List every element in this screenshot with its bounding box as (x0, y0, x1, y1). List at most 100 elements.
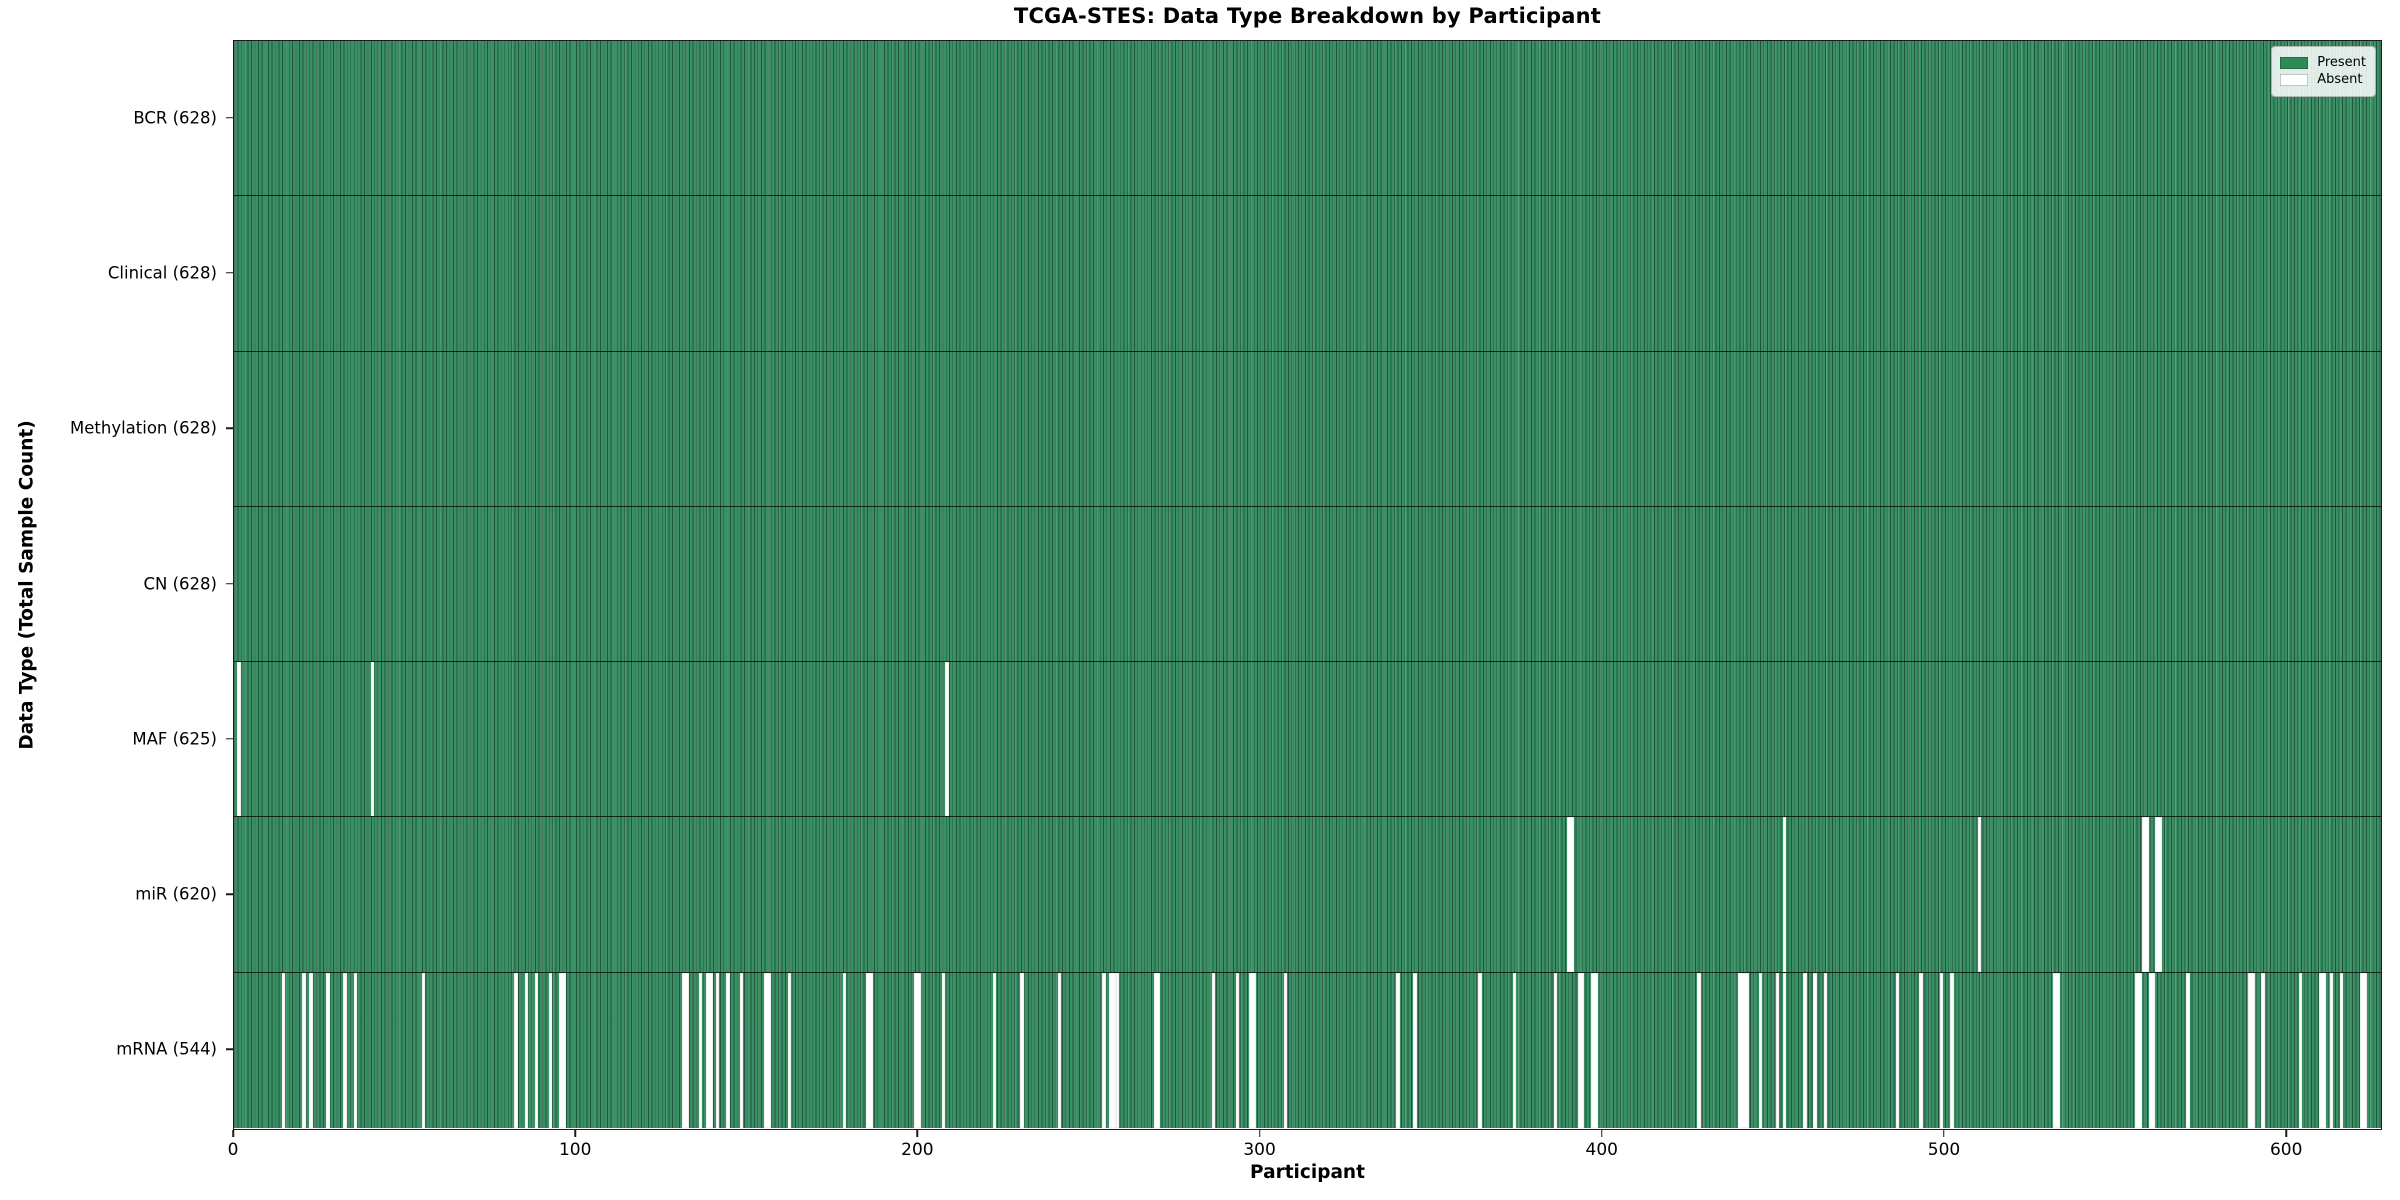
x-tick-mark (232, 1130, 234, 1137)
x-tick-label-400: 400 (1585, 1140, 1619, 1160)
y-tick-label-Clinical: Clinical (628) (107, 263, 217, 283)
x-tick-label-0: 0 (227, 1140, 239, 1160)
absent-gap (698, 972, 703, 1128)
legend-label: Present (2317, 55, 2366, 70)
y-tick-mark (226, 427, 233, 429)
absent-gap (2141, 817, 2149, 972)
y-tick-mark (226, 1048, 233, 1051)
x-tick-mark (1943, 1130, 1945, 1137)
absent-gap (309, 972, 313, 1128)
absent-gap (281, 972, 286, 1128)
y-tick-label-MAF: MAF (625) (132, 729, 217, 749)
absent-gap (787, 972, 792, 1128)
y-tick-label-mRNA: mRNA (544) (116, 1039, 217, 1059)
heatmap-row-MAF (234, 662, 2381, 818)
legend-item-present: Present (2280, 56, 2366, 70)
x-axis-label: Participant (1250, 1162, 1365, 1183)
absent-gap (1919, 972, 1923, 1128)
y-axis: BCR (628) Clinical (628) Methylation (628)… (0, 40, 233, 1130)
x-tick-mark (1601, 1130, 1603, 1137)
x-tick-mark (574, 1130, 576, 1137)
absent-gap (2186, 972, 2190, 1128)
absent-gap (2134, 972, 2142, 1128)
absent-gap (705, 972, 713, 1128)
absent-gap (681, 972, 689, 1128)
absent-gap (1116, 972, 1120, 1128)
absent-gap (2155, 817, 2163, 972)
chart-title: TCGA-STES: Data Type Breakdown by Partic… (1013, 4, 1602, 28)
absent-gap (1153, 972, 1161, 1128)
y-tick-label-miR: miR (620) (135, 884, 217, 904)
absent-gap (534, 972, 539, 1128)
absent-gap (1591, 972, 1599, 1128)
y-tick-mark (226, 272, 233, 274)
absent-gap (548, 972, 552, 1128)
absent-gap (2298, 972, 2303, 1128)
absent-gap (1512, 972, 1517, 1128)
absent-gap (1738, 972, 1749, 1128)
legend-item-absent: Absent (2280, 73, 2366, 87)
x-tick-label-600: 600 (2269, 1140, 2303, 1160)
absent-gap (1977, 817, 1981, 972)
absent-gap (1758, 972, 1763, 1128)
absent-gap (739, 972, 744, 1128)
absent-gap (1939, 972, 1944, 1128)
absent-gap (992, 972, 997, 1128)
absent-gap (1577, 972, 1585, 1128)
absent-gap (1478, 972, 1482, 1128)
absent-gap (914, 972, 922, 1128)
absent-gap (1950, 972, 1954, 1128)
y-tick-mark (226, 582, 233, 585)
heatmap-row-CN (234, 506, 2381, 663)
y-tick-mark (226, 738, 233, 740)
absent-gap (353, 972, 358, 1128)
y-tick-label-CN: CN (628) (143, 574, 217, 593)
legend-swatch-absent (2280, 74, 2309, 86)
heatmap-row-mRNA (234, 972, 2381, 1128)
absent-gap (1782, 817, 1787, 972)
absent-gap (2339, 972, 2344, 1128)
absent-gap (2319, 972, 2327, 1128)
absent-gap (1102, 972, 1106, 1128)
absent-gap (1567, 817, 1575, 972)
x-tick-label-200: 200 (901, 1140, 934, 1160)
y-tick-mark (226, 893, 233, 895)
absent-gap (2360, 972, 2368, 1128)
x-tick-mark (2285, 1130, 2287, 1137)
absent-gap (1697, 972, 1701, 1128)
absent-gap (866, 972, 874, 1128)
absent-gap (1782, 972, 1787, 1128)
absent-gap (1249, 972, 1257, 1128)
absent-gap (1413, 972, 1417, 1128)
absent-gap (514, 972, 518, 1128)
absent-gap (1895, 972, 1899, 1128)
absent-gap (1823, 972, 1828, 1128)
absent-gap (2261, 972, 2265, 1128)
absent-gap (422, 972, 426, 1128)
y-tick-mark (226, 116, 233, 119)
x-tick-mark (1258, 1130, 1261, 1137)
absent-gap (2247, 972, 2255, 1128)
absent-gap (2148, 972, 2156, 1128)
absent-gap (1396, 972, 1400, 1128)
absent-gap (237, 662, 241, 817)
heatmap-row-BCR (234, 41, 2381, 197)
absent-gap (343, 972, 347, 1128)
absent-gap (1211, 972, 1216, 1128)
x-tick-label-500: 500 (1927, 1140, 1961, 1160)
absent-gap (302, 972, 306, 1128)
absent-gap (1283, 972, 1287, 1128)
x-tick-mark (916, 1130, 919, 1137)
absent-gap (326, 972, 330, 1128)
absent-gap (1057, 972, 1062, 1128)
y-tick-label-BCR: BCR (628) (133, 108, 217, 128)
heatmap-row-Clinical (234, 196, 2381, 352)
absent-gap (2329, 972, 2334, 1128)
absent-gap (2052, 972, 2060, 1128)
x-tick-label-300: 300 (1243, 1140, 1276, 1160)
absent-gap (1235, 972, 1240, 1128)
y-tick-label-Methylation: Methylation (628) (70, 418, 217, 438)
absent-gap (941, 972, 946, 1128)
heatmap-rows (234, 41, 2381, 1128)
absent-gap (1813, 972, 1817, 1128)
